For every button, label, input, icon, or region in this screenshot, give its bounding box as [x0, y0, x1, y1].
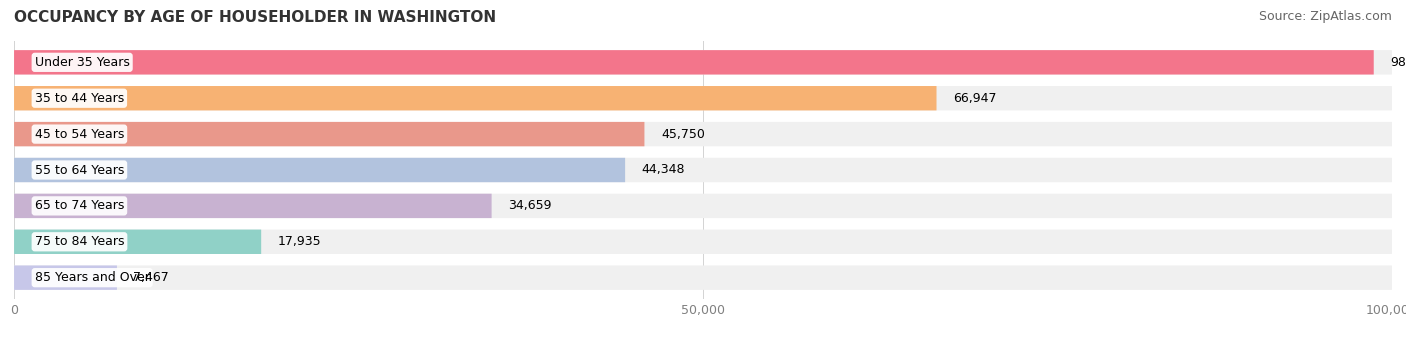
Text: Source: ZipAtlas.com: Source: ZipAtlas.com: [1258, 10, 1392, 23]
FancyBboxPatch shape: [14, 86, 936, 110]
Text: 17,935: 17,935: [278, 235, 322, 248]
Text: Under 35 Years: Under 35 Years: [35, 56, 129, 69]
Text: 66,947: 66,947: [953, 92, 997, 105]
FancyBboxPatch shape: [14, 266, 1392, 290]
FancyBboxPatch shape: [14, 266, 117, 290]
FancyBboxPatch shape: [14, 194, 1392, 218]
Text: 44,348: 44,348: [641, 164, 685, 176]
Text: 45,750: 45,750: [661, 128, 704, 141]
FancyBboxPatch shape: [14, 122, 644, 146]
FancyBboxPatch shape: [14, 50, 1392, 74]
Text: 55 to 64 Years: 55 to 64 Years: [35, 164, 124, 176]
FancyBboxPatch shape: [14, 122, 1392, 146]
Text: 34,659: 34,659: [508, 199, 551, 212]
FancyBboxPatch shape: [14, 194, 492, 218]
Text: 98,679: 98,679: [1391, 56, 1406, 69]
FancyBboxPatch shape: [14, 230, 262, 254]
Text: 35 to 44 Years: 35 to 44 Years: [35, 92, 124, 105]
Text: OCCUPANCY BY AGE OF HOUSEHOLDER IN WASHINGTON: OCCUPANCY BY AGE OF HOUSEHOLDER IN WASHI…: [14, 10, 496, 25]
FancyBboxPatch shape: [14, 230, 1392, 254]
FancyBboxPatch shape: [14, 86, 1392, 110]
Text: 7,467: 7,467: [134, 271, 169, 284]
Text: 65 to 74 Years: 65 to 74 Years: [35, 199, 124, 212]
FancyBboxPatch shape: [14, 158, 626, 182]
FancyBboxPatch shape: [14, 50, 1374, 74]
Text: 85 Years and Over: 85 Years and Over: [35, 271, 149, 284]
Text: 75 to 84 Years: 75 to 84 Years: [35, 235, 124, 248]
Text: 45 to 54 Years: 45 to 54 Years: [35, 128, 124, 141]
FancyBboxPatch shape: [14, 158, 1392, 182]
